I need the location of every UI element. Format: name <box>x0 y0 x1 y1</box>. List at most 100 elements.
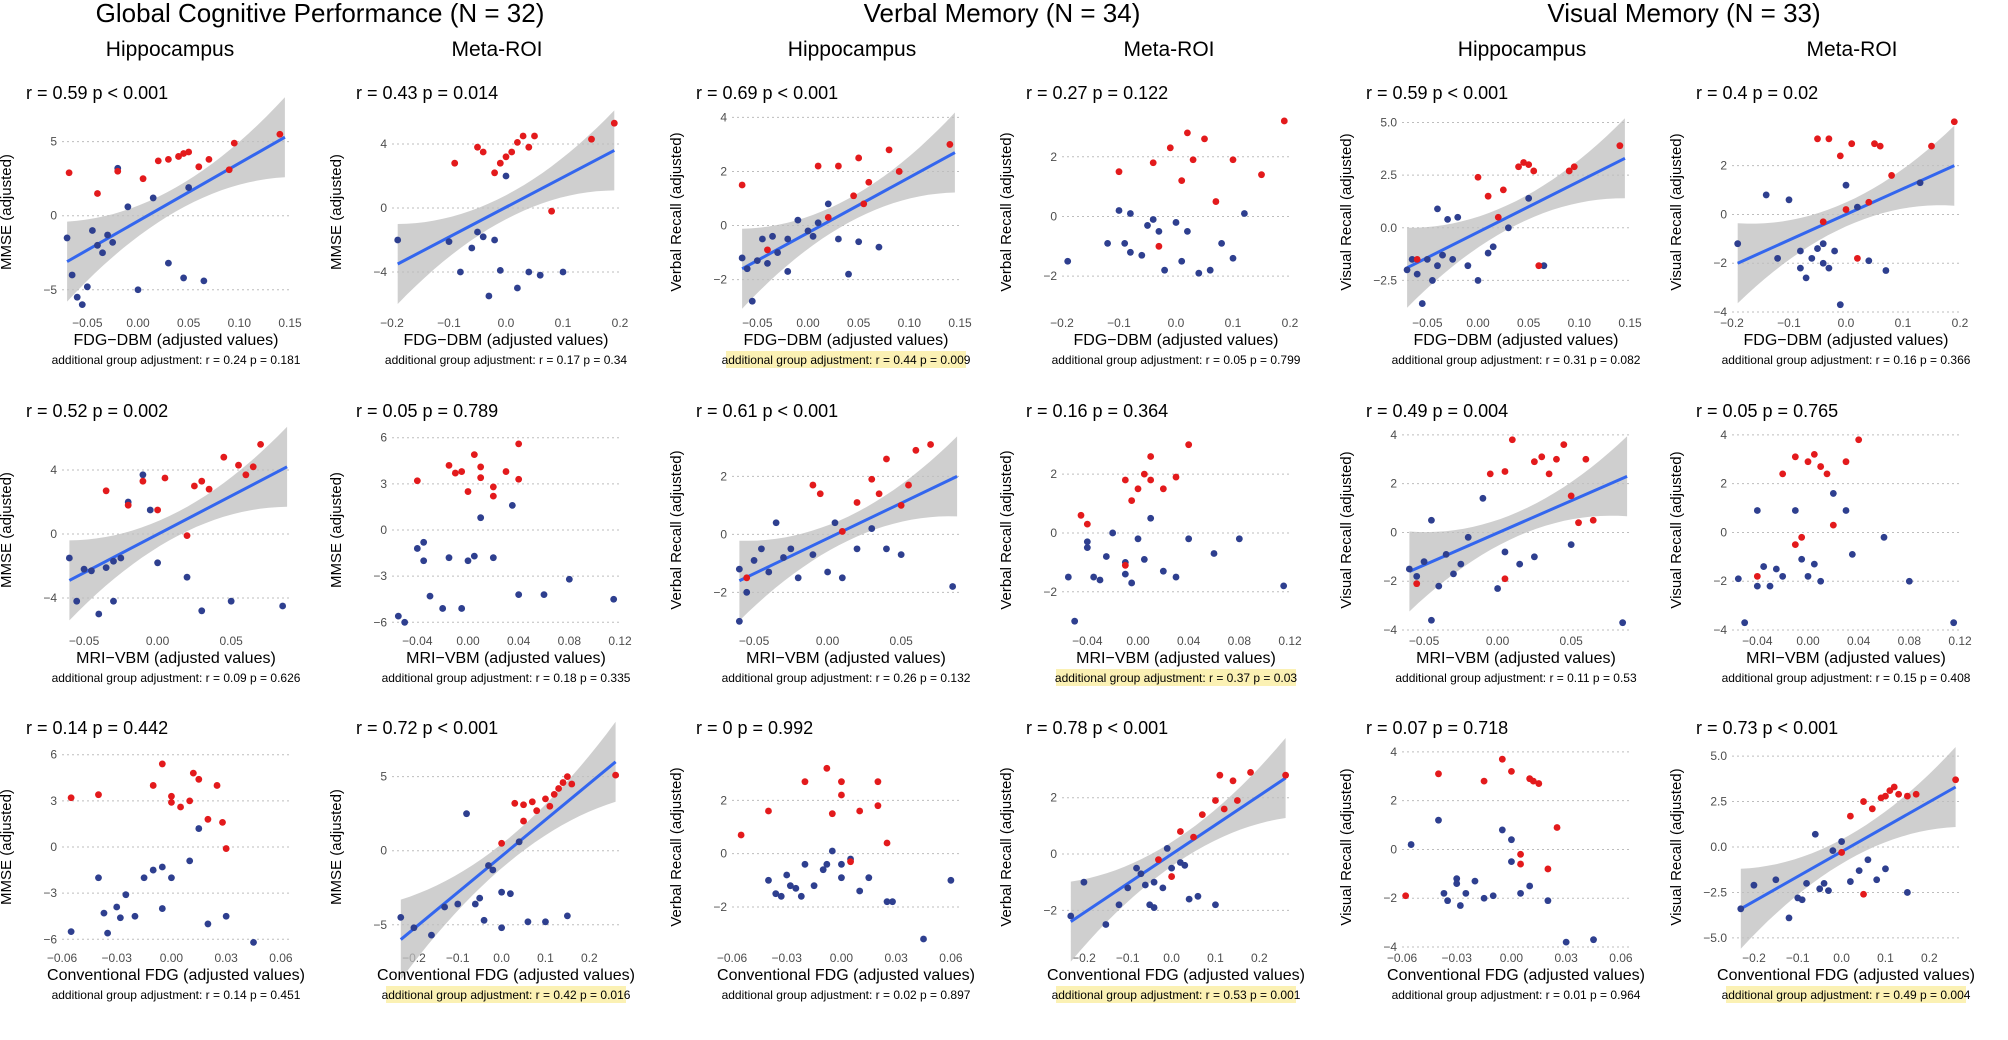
data-point <box>1540 262 1548 270</box>
data-point <box>883 898 891 906</box>
data-point <box>1825 135 1833 143</box>
data-point <box>838 574 846 582</box>
data-point <box>1498 755 1506 763</box>
data-point <box>801 778 809 786</box>
x-tick-label: 0.2 <box>1282 316 1299 330</box>
data-point <box>65 554 73 562</box>
data-point <box>1525 161 1533 169</box>
data-point <box>477 463 485 471</box>
data-point <box>1553 455 1560 463</box>
data-point <box>1453 875 1461 883</box>
data-point <box>1544 897 1552 905</box>
section-title-verbal: Verbal Memory (N = 34) <box>863 0 1141 28</box>
data-point <box>1064 573 1072 581</box>
data-point <box>426 592 434 600</box>
y-tick-label: 2 <box>720 164 727 178</box>
data-point <box>1530 553 1538 561</box>
scatter-panel: r = 0.14 p = 0.442 −6 −3 0 3 6 −0.06 −0.03 0.00 0… <box>0 718 305 1040</box>
data-point <box>1854 203 1861 211</box>
data-point <box>772 890 780 898</box>
x-tick-label: 0.00 <box>146 634 170 648</box>
data-point <box>920 935 927 943</box>
data-point <box>1474 173 1482 181</box>
data-point <box>227 597 235 605</box>
data-point <box>1880 533 1888 541</box>
x-tick-label: −0.05 <box>1412 316 1443 330</box>
data-point <box>1575 519 1582 527</box>
y-tick-label: −4 <box>1383 940 1397 954</box>
x-tick-label: 0.1 <box>1895 316 1912 330</box>
data-point <box>102 564 110 571</box>
data-point <box>1814 135 1821 143</box>
data-point <box>73 293 81 301</box>
x-tick-label: 0.05 <box>219 634 243 648</box>
data-point <box>479 233 487 241</box>
x-tick-label: 0.03 <box>884 951 908 965</box>
data-point <box>1517 889 1524 897</box>
group-adjustment-note: additional group adjustment: r = 0.01 p … <box>1392 988 1641 1002</box>
y-tick-label: 0 <box>1720 207 1727 221</box>
x-tick-label: 0.08 <box>1228 634 1252 648</box>
x-tick-label: 0.2 <box>1921 951 1938 965</box>
scatter-panel: r = 0.27 p = 0.122 −2 0 2 −0.2 −0.1 0.0 0.1 0.2 F… <box>998 83 1301 405</box>
data-point <box>824 200 832 208</box>
data-point <box>774 249 781 256</box>
data-point <box>139 471 147 479</box>
correlation-stat: r = 0.43 p = 0.014 <box>356 83 498 103</box>
data-point <box>413 477 421 485</box>
x-tick-label: 0.00 <box>830 951 854 965</box>
data-point <box>1155 242 1163 250</box>
data-point <box>104 231 111 239</box>
data-point <box>1779 470 1787 478</box>
data-point <box>1871 140 1878 148</box>
y-tick-label: 2 <box>1050 791 1057 805</box>
highlight-box <box>386 986 626 1003</box>
data-point <box>458 468 466 475</box>
data-point <box>186 797 194 805</box>
data-point <box>1619 619 1627 627</box>
data-point <box>99 249 106 257</box>
data-point <box>464 557 472 565</box>
scatter-plot: r = 0.05 p = 0.789 −6 −3 0 3 6 −0.04 0.00 0.04 0.… <box>328 401 632 685</box>
data-point <box>1797 264 1804 272</box>
column-title-meta-roi: Meta-ROI <box>1806 38 1898 61</box>
x-tick-label: 0.08 <box>1898 634 1922 648</box>
data-point <box>1480 894 1488 902</box>
data-point <box>445 461 453 469</box>
data-point <box>1508 858 1515 866</box>
data-point <box>1814 245 1821 252</box>
data-point <box>474 143 481 151</box>
regression-line <box>397 149 615 266</box>
data-point <box>1161 266 1168 274</box>
data-point <box>139 477 147 485</box>
data-point <box>428 931 435 939</box>
data-point <box>1138 251 1146 259</box>
data-point <box>1083 544 1091 552</box>
x-tick-label: 0.06 <box>269 951 293 965</box>
data-point <box>124 203 132 211</box>
scatter-panel: r = 0.05 p = 0.789 −6 −3 0 3 6 −0.04 0.00 0.04 0.… <box>328 401 632 723</box>
correlation-stat: r = 0.59 p < 0.001 <box>26 83 168 103</box>
data-point <box>1774 254 1781 262</box>
data-point <box>828 810 836 818</box>
x-tick-label: −0.1 <box>437 316 461 330</box>
data-point <box>1241 210 1248 217</box>
x-axis-label: FDG−DBM (adjusted values) <box>404 332 609 349</box>
data-point <box>853 499 861 506</box>
data-point <box>1819 218 1827 226</box>
data-point <box>1517 860 1524 868</box>
data-point <box>1181 861 1189 869</box>
data-point <box>542 918 549 926</box>
data-point <box>471 900 479 908</box>
data-point <box>784 268 792 275</box>
data-point <box>912 446 920 454</box>
data-point <box>831 519 839 527</box>
data-point <box>177 803 184 811</box>
data-point <box>1802 274 1810 282</box>
scatter-panel: r = 0.72 p < 0.001−505−0.2−0.10.00.10.2C… <box>328 718 635 1040</box>
data-point <box>1950 619 1958 627</box>
data-point <box>850 192 857 200</box>
correlation-stat: r = 0.49 p = 0.004 <box>1366 401 1508 421</box>
y-axis-label: MMSE (adjusted) <box>0 472 15 588</box>
data-point <box>737 831 745 839</box>
